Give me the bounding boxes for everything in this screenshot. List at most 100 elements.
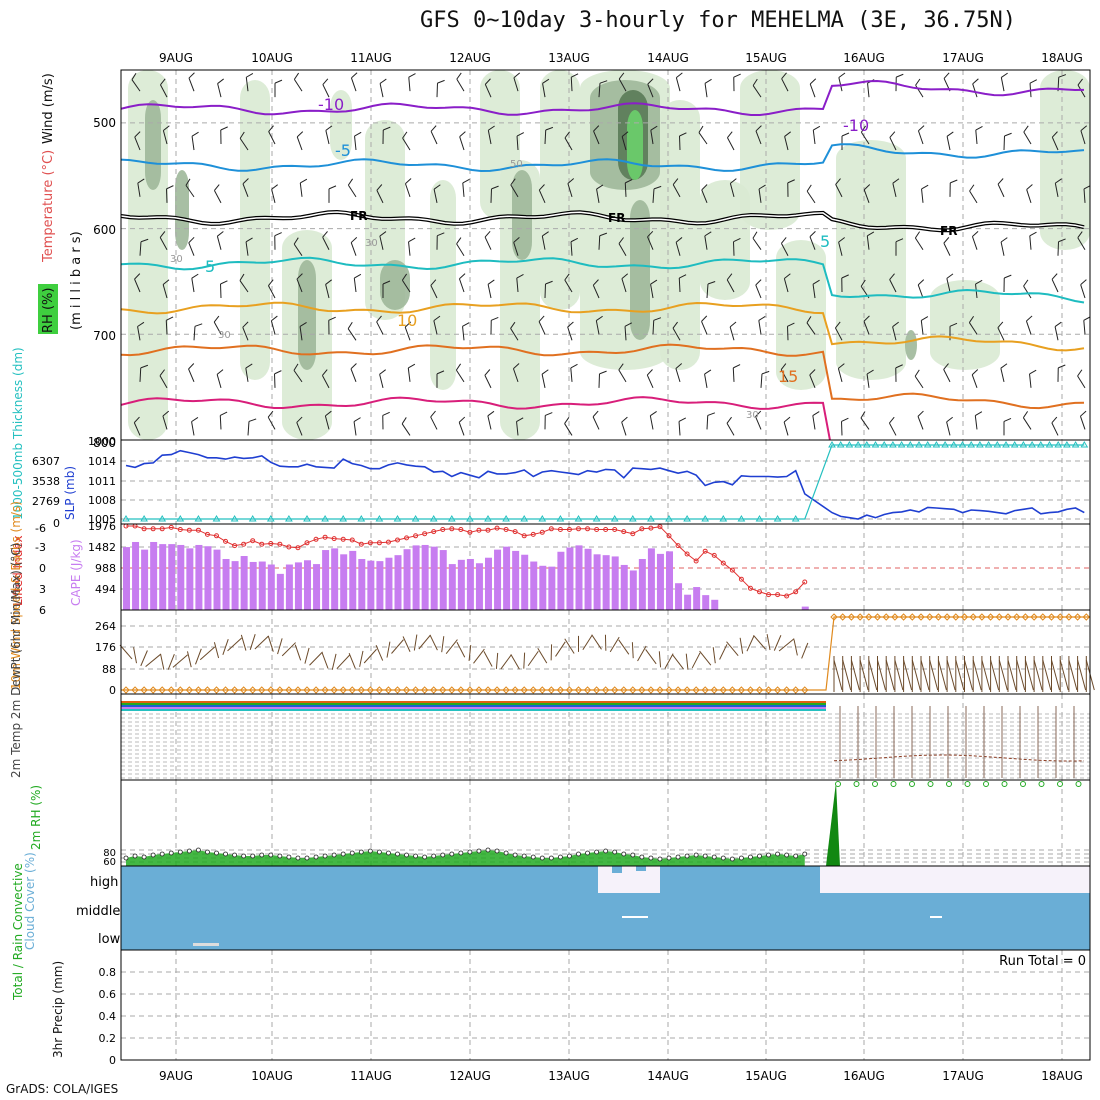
- wind10-marker: [149, 686, 157, 694]
- wind10-marker: [429, 686, 438, 694]
- wind-barb: [379, 78, 387, 98]
- wind10-marker: [556, 686, 565, 694]
- wind-barb: [1003, 132, 1012, 151]
- wind-barb: [598, 370, 607, 388]
- wind-barb: [806, 184, 816, 204]
- ytick-600: 600: [93, 223, 116, 237]
- li-point: [720, 560, 726, 566]
- barb10: [699, 650, 712, 666]
- barb10: [359, 650, 364, 667]
- wind-barb: [809, 78, 817, 98]
- barb10: [850, 659, 860, 691]
- wind-barb: [1051, 416, 1059, 436]
- wind-barb: [408, 237, 416, 256]
- barb10: [510, 654, 520, 670]
- cape-tick-2: 988: [95, 562, 116, 575]
- li-point: [304, 540, 310, 546]
- wind10-marker: [710, 686, 718, 694]
- cape-bar: [557, 551, 565, 610]
- rh2m-point: [548, 855, 554, 861]
- li-line: [126, 525, 806, 597]
- wind-barb: [328, 316, 336, 335]
- slp-panel: 1000 6307 3538 2769 0 1014 1011 1008 100…: [11, 347, 1091, 530]
- wind10-marker: [131, 686, 139, 694]
- li-point: [711, 552, 717, 558]
- wind-barb: [433, 315, 441, 335]
- wind-barb: [188, 236, 195, 256]
- wind-barb: [624, 322, 633, 341]
- barb10: [877, 659, 886, 691]
- wind10-marker: [303, 686, 311, 694]
- wind-barb: [1000, 363, 1008, 382]
- wind-barb: [407, 363, 416, 382]
- li-point: [413, 533, 419, 539]
- wind-barb: [975, 126, 983, 145]
- thickness-marker: [871, 441, 880, 448]
- wind-barb: [1023, 125, 1032, 145]
- wind-barb: [652, 185, 662, 203]
- thickness-marker: [932, 441, 941, 448]
- date-label-top: 17AUG: [942, 51, 984, 65]
- wind-barb: [137, 178, 145, 197]
- upper-yticks: 500 600 700 800: [93, 116, 116, 450]
- wind-barb: [487, 279, 495, 299]
- barb10: [937, 659, 947, 691]
- thickness-marker: [357, 515, 366, 522]
- wind-barb: [863, 184, 871, 204]
- li-point: [177, 527, 183, 532]
- cloud-level-middle: middle: [76, 904, 120, 919]
- rh-blob: [836, 140, 906, 380]
- li-point: [395, 537, 400, 543]
- date-label-bottom: 18AUG: [1041, 1069, 1083, 1083]
- barb10: [309, 651, 323, 666]
- thickness-marker: [266, 515, 275, 522]
- cape-bar: [430, 546, 438, 610]
- cape-bar: [494, 549, 502, 610]
- wind-barb: [678, 274, 687, 293]
- barb10: [240, 634, 247, 651]
- wind-barb: [274, 232, 282, 250]
- isotherm-line: [121, 343, 1085, 410]
- thickness-marker: [429, 515, 438, 522]
- barb10: [277, 638, 283, 655]
- wind-barb: [487, 410, 495, 430]
- wind-barb: [650, 279, 658, 299]
- rh2m-point: [1057, 781, 1063, 787]
- wind-barb: [971, 369, 979, 389]
- barb10: [1059, 659, 1069, 691]
- wind-barb: [1003, 274, 1012, 293]
- wind-barb: [219, 411, 228, 430]
- cape-tick-3: 494: [95, 583, 116, 596]
- wind10-marker: [158, 686, 166, 694]
- wind10-marker: [1012, 613, 1021, 621]
- rh-blob: [380, 260, 410, 310]
- cape-bar: [666, 551, 673, 610]
- rh2m-point: [214, 850, 219, 856]
- rh2m-point: [757, 853, 762, 859]
- wind-barb: [647, 78, 654, 98]
- wind-barb: [675, 72, 683, 92]
- cape-bar: [141, 549, 149, 610]
- wind-barb: [917, 410, 924, 430]
- wind-barb: [726, 131, 735, 151]
- thickness-marker: [321, 515, 329, 522]
- wind-barb: [185, 178, 195, 198]
- wind-barb: [895, 364, 903, 382]
- isotherm-line: [121, 211, 1085, 232]
- wind-barb: [267, 410, 276, 430]
- wind-barb: [430, 125, 438, 145]
- cape-bar: [611, 556, 619, 610]
- wind10-marker: [583, 686, 592, 694]
- barb10: [637, 645, 647, 662]
- ytick-700: 700: [93, 329, 116, 343]
- cape-bar: [620, 564, 628, 610]
- cape-bar: [566, 547, 574, 610]
- barb10: [386, 641, 391, 658]
- cape-bar: [503, 546, 511, 610]
- wind10-marker: [230, 686, 239, 694]
- li-point: [639, 526, 645, 532]
- wind-barb: [621, 131, 629, 151]
- wind-barb: [698, 125, 708, 145]
- thickness-marker: [755, 515, 764, 522]
- isotherm-label-minus5: -5: [335, 141, 351, 160]
